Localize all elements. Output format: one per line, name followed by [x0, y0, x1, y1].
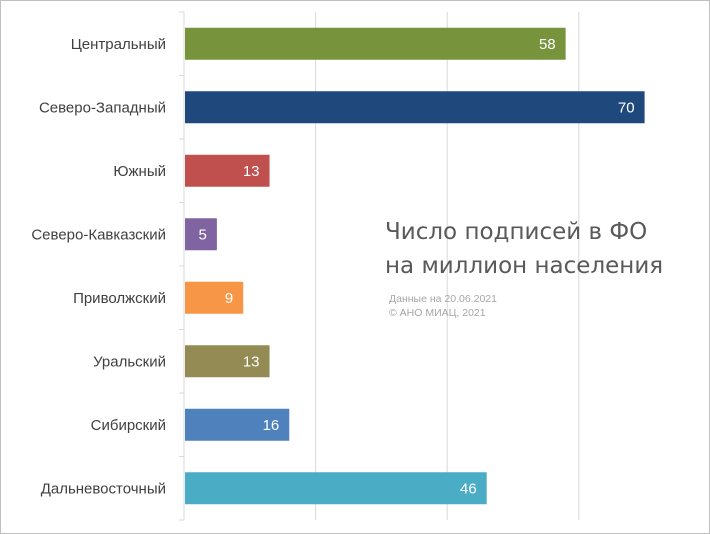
chart-title-line-2: на миллион населения: [385, 253, 664, 279]
value-label: 46: [460, 480, 477, 497]
category-label: Северо-Кавказский: [31, 226, 166, 243]
category-label: Уральский: [93, 353, 166, 370]
value-label: 16: [263, 417, 280, 434]
bar: [185, 154, 270, 187]
chart-title: Число подписей в ФО на миллион населения: [385, 215, 705, 283]
category-labels: Центральный Северо-Западный Южный Северо-Ка…: [31, 36, 166, 498]
bar: [185, 472, 487, 505]
bar: [185, 408, 290, 441]
value-label: 13: [243, 353, 260, 370]
category-label: Центральный: [71, 36, 166, 53]
bar: [185, 91, 645, 124]
value-labels: 58 70 13 5 9 13 16 46: [199, 36, 635, 498]
category-label: Южный: [113, 163, 166, 180]
bar: [185, 27, 566, 60]
category-label: Приволжский: [73, 290, 166, 307]
value-label: 58: [539, 36, 556, 53]
category-label: Дальневосточный: [41, 480, 166, 497]
source-note-copyright: © АНО МИАЦ, 2021: [389, 307, 486, 319]
category-label: Сибирский: [91, 417, 166, 434]
bar: [185, 218, 217, 251]
bar: [185, 345, 270, 378]
value-label: 9: [225, 290, 233, 307]
value-label: 70: [618, 99, 635, 116]
bars-group: [185, 27, 645, 505]
chart-title-line-1: Число подписей в ФО: [385, 219, 648, 245]
value-label: 5: [199, 226, 207, 243]
category-label: Северо-Западный: [39, 99, 166, 116]
value-label: 13: [243, 163, 260, 180]
source-note-date: Данные на 20.06.2021: [389, 293, 497, 305]
chart-source-note: Данные на 20.06.2021 © АНО МИАЦ, 2021: [389, 292, 497, 320]
bar: [185, 281, 244, 314]
